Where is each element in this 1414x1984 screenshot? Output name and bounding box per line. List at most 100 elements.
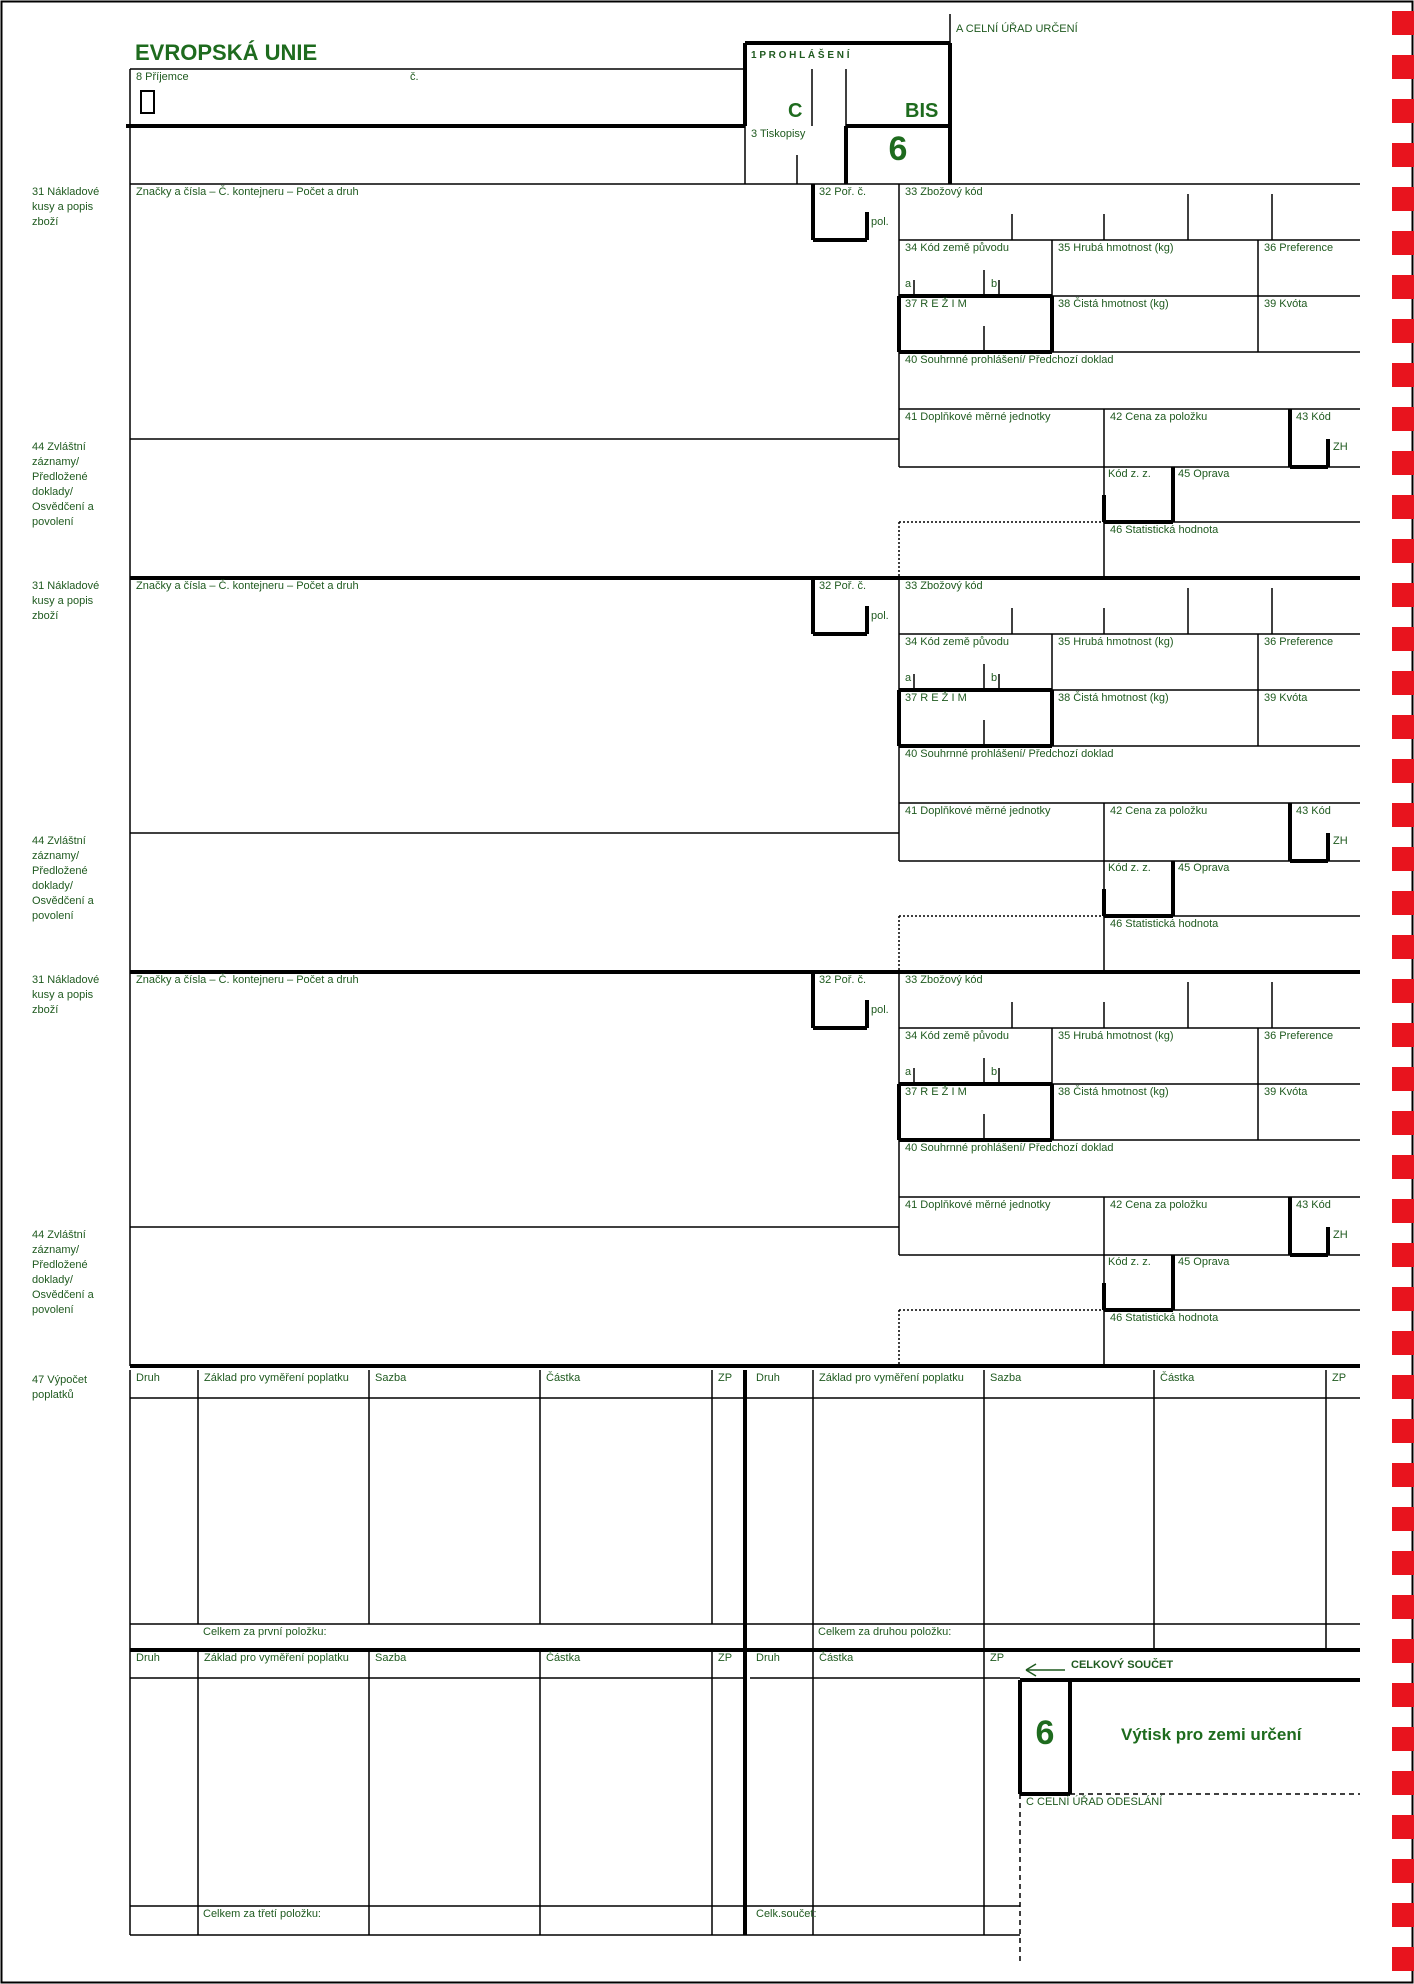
recipient-checkbox[interactable] [140,90,155,114]
zh-label: ZH [1333,1229,1348,1241]
perforation-stripe [1392,979,1414,1003]
box-40-label: 40 Souhrnné prohlášení/ Předchozí doklad [905,354,1114,366]
fee-col-zaklad-second: Základ pro vyměření poplatku [819,1372,964,1384]
perforation-stripe [1392,1287,1414,1311]
box-39-label: 39 Kvóta [1264,1086,1308,1098]
perforation-stripe [1392,1243,1414,1267]
box-41-label: 41 Doplňkové měrné jednotky [905,411,1051,423]
perforation-stripe [1392,1903,1414,1927]
grand-sum-label: Celk.součet: [756,1908,817,1920]
perforation-stripe [1392,1683,1414,1707]
perforation-stripe [1392,759,1414,783]
fee-col-sazba-second: Sazba [990,1372,1022,1384]
box-45-label: 45 Oprava [1178,1256,1230,1268]
perforation-stripe [1392,11,1414,35]
box-45-label: 45 Oprava [1178,468,1230,480]
perforation-stripe [1392,319,1414,343]
box-8-label: 8 Příjemce [136,71,189,83]
sub-a-label: a [905,278,912,290]
perforation-stripe [1392,1815,1414,1839]
fee-col-druh-second: Druh [756,1372,780,1384]
box-42-label: 42 Cena za položku [1110,1199,1208,1211]
perforation-stripe [1392,1419,1414,1443]
total-third-label: Celkem za třetí položku: [203,1908,321,1920]
perforation-stripe [1392,1507,1414,1531]
perforation-stripe [1392,1551,1414,1575]
perforation-stripe [1392,99,1414,123]
box-37-label: 37 R E Ž I M [905,298,967,310]
box-35-label: 35 Hrubá hmotnost (kg) [1058,242,1174,254]
fee-col-sazba-third: Sazba [375,1652,407,1664]
box-36-label: 36 Preference [1264,636,1334,648]
fee-col-zaklad-third: Základ pro vyměření poplatku [204,1652,349,1664]
box-43-label: 43 Kód [1296,1199,1331,1211]
perforation-stripe [1392,671,1414,695]
box-36-label: 36 Preference [1264,242,1334,254]
perforation-stripe [1392,539,1414,563]
box-44-label: 44 Zvláštní záznamy/ Předložené doklady/… [32,835,94,922]
form-title: EVROPSKÁ UNIE [135,40,318,65]
perforation-stripe [1392,1155,1414,1179]
box-45-label: 45 Oprava [1178,862,1230,874]
fee-col-zp-second: ZP [1332,1372,1347,1384]
total-second-label: Celkem za druhou položku: [818,1626,952,1638]
box-31-label: 31 Nákladové kusy a popis zboží [32,580,100,622]
box-c-label: C CELNÍ ÚŘAD ODESLÁNÍ [1026,1796,1163,1808]
perforation-stripe [1392,803,1414,827]
box-33-label: 33 Zbožový kód [905,580,983,592]
perforation-stripe [1392,1947,1414,1971]
declaration-bis: BIS [905,100,939,122]
box-31-label: 31 Nákladové kusy a popis zboží [32,186,100,228]
perforation-stripe [1392,1463,1414,1487]
fee-col-castka-first: Částka [546,1372,581,1384]
perforation-stripe [1392,407,1414,431]
box-46-label: 46 Statistická hodnota [1110,918,1219,930]
zh-label: ZH [1333,835,1348,847]
fee-col-castka-third: Částka [546,1652,581,1664]
perforation-stripe [1392,363,1414,387]
box-46-label: 46 Statistická hodnota [1110,1312,1219,1324]
perforation-stripe [1392,451,1414,475]
kod-zz-label: Kód z. z. [1108,468,1151,480]
box-34-label: 34 Kód země původu [905,1030,1009,1042]
perforation-stripe [1392,1199,1414,1223]
perforation-stripe [1392,1375,1414,1399]
fee-col-druh-third: Druh [136,1652,160,1664]
box-37-label: 37 R E Ž I M [905,692,967,704]
pol-label: pol. [871,1004,889,1016]
box-a-label: A CELNÍ ÚŘAD URČENÍ [956,23,1078,35]
kod-zz-label: Kód z. z. [1108,1256,1151,1268]
fee-col-castka-second: Částka [1160,1372,1195,1384]
perforation-stripe [1392,187,1414,211]
sub-b-label: b [991,278,998,290]
marks-label: Značky a čísla – Č. kontejneru – Počet a… [136,580,359,592]
perforation-stripe [1392,1111,1414,1135]
box-33-label: 33 Zbožový kód [905,974,983,986]
perforation-stripe [1392,1727,1414,1751]
perforation-stripe [1392,1859,1414,1883]
kod-zz-label: Kód z. z. [1108,862,1151,874]
box-44-label: 44 Zvláštní záznamy/ Předložené doklady/… [32,1229,94,1316]
box-42-label: 42 Cena za položku [1110,805,1208,817]
pol-label: pol. [871,610,889,622]
total-first-label: Celkem za první položku: [203,1626,327,1638]
box-43-label: 43 Kód [1296,805,1331,817]
box-34-label: 34 Kód země původu [905,242,1009,254]
box-31-label: 31 Nákladové kusy a popis zboží [32,974,100,1016]
perforation-stripe [1392,275,1414,299]
box-40-label: 40 Souhrnné prohlášení/ Předchozí doklad [905,748,1114,760]
fee-col-zaklad-first: Základ pro vyměření poplatku [204,1372,349,1384]
box-41-label: 41 Doplňkové měrné jednotky [905,1199,1051,1211]
box-47-label: 47 Výpočet poplatků [32,1374,88,1401]
perforation-stripe [1392,1639,1414,1663]
perforation-stripe [1392,231,1414,255]
box-42-label: 42 Cena za položku [1110,411,1208,423]
sub-a-label: a [905,1066,912,1078]
perforation-stripe [1392,891,1414,915]
declaration-c: C [788,100,803,122]
zh-label: ZH [1333,441,1348,453]
box-38-label: 38 Čistá hmotnost (kg) [1058,692,1169,704]
marks-label: Značky a čísla – Č. kontejneru – Počet a… [136,186,359,198]
